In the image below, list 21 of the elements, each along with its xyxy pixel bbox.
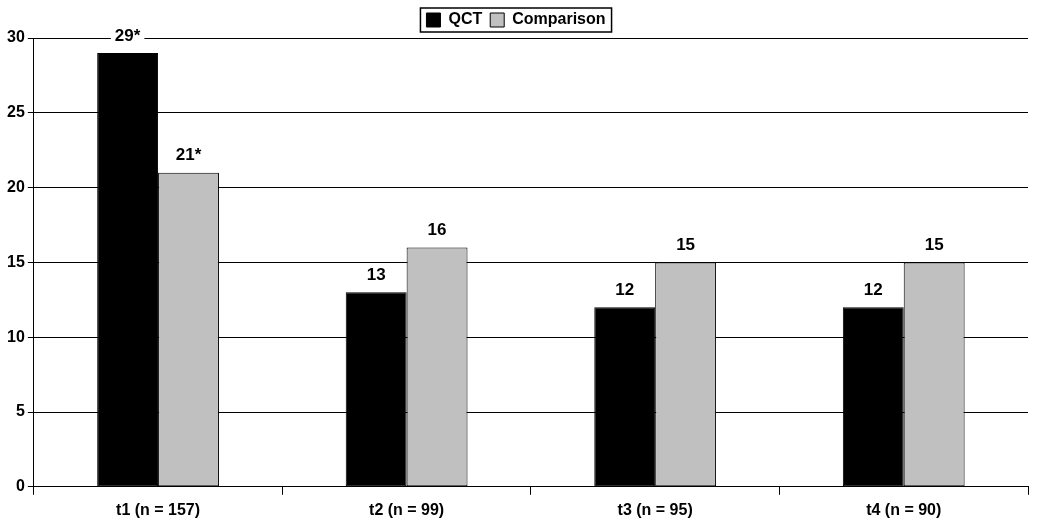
data-label: 12: [863, 279, 883, 299]
y-tick-label: 30: [7, 28, 25, 46]
x-tick-label: t1 (n = 157): [116, 500, 201, 518]
legend-label: Comparison: [512, 10, 606, 28]
data-label: 13: [366, 265, 386, 285]
y-tick-label: 15: [7, 252, 25, 270]
data-label: 15: [924, 235, 944, 255]
y-tick-label: 5: [15, 402, 25, 420]
y-tick-label: 20: [7, 178, 25, 196]
data-label: 15: [676, 235, 696, 255]
data-label: 12: [615, 279, 635, 299]
x-tick-label: t2 (n = 99): [369, 500, 445, 518]
legend-label: QCT: [448, 10, 483, 28]
x-tick-label: t4 (n = 90): [866, 500, 942, 518]
y-tick-label: 25: [7, 103, 25, 121]
data-label: 21*: [175, 145, 202, 165]
data-label: 16: [427, 220, 447, 240]
x-tick-label: t3 (n = 95): [617, 500, 693, 518]
y-tick-label: 0: [15, 477, 25, 495]
data-label: 29*: [114, 25, 141, 45]
y-tick-label: 10: [7, 327, 25, 345]
